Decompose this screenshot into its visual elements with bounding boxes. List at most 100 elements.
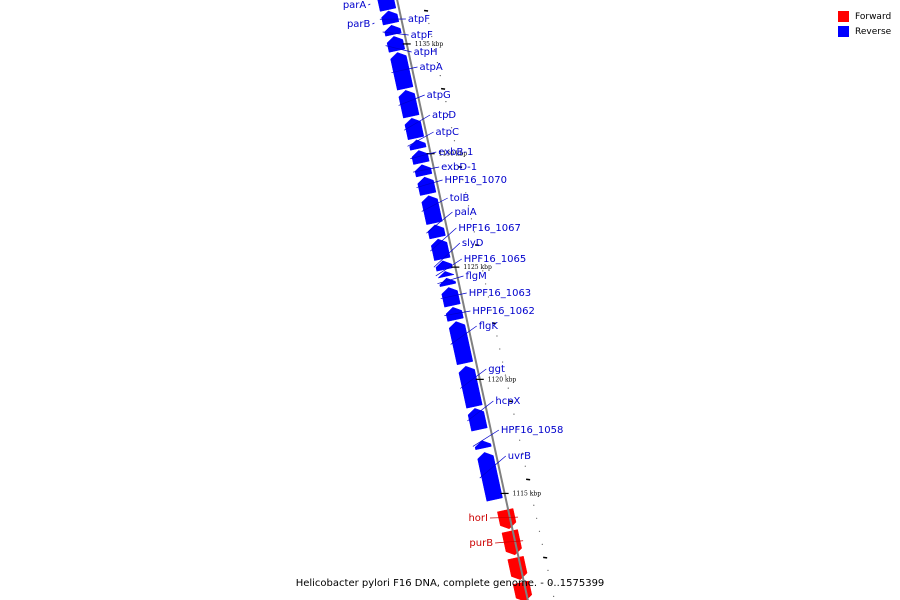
inner-tick (492, 322, 497, 325)
gene-unnamed-0[interactable] (375, 0, 397, 12)
gene-slyD[interactable] (435, 260, 453, 272)
gene-atpF[interactable] (384, 24, 402, 37)
inner-dot (445, 101, 447, 103)
gene-label-leader (416, 179, 443, 188)
gene-layer (375, 0, 533, 600)
gene-atpG[interactable] (398, 90, 420, 119)
gene-label[interactable]: atpG (427, 90, 451, 101)
gene-label-leader (410, 151, 437, 160)
gene-label[interactable]: HPF16_1065 (464, 254, 526, 265)
inner-tick (475, 244, 480, 247)
gene-label-leader (385, 45, 412, 53)
gene-unnamed-26[interactable] (507, 555, 528, 580)
inner-dot (450, 127, 453, 129)
gene-label-leader (372, 22, 375, 25)
inner-dot (504, 374, 507, 376)
gene-tolB[interactable] (421, 195, 443, 225)
inner-dot (436, 61, 439, 64)
inner-tick (423, 9, 429, 12)
inner-dot (487, 296, 490, 298)
tick-layer: 1135 kbp 1130 kbp 1125 kbp 1120 kbp 1115 kbp (402, 41, 541, 497)
gene-label[interactable]: atpA (419, 62, 442, 73)
gene-label[interactable]: flgM (465, 271, 486, 282)
inner-dot (485, 283, 487, 285)
gene-label-leader (391, 66, 418, 73)
gene-label-leader (433, 242, 461, 268)
inner-dot (439, 75, 441, 77)
inner-dot (547, 569, 549, 571)
inner-dot (496, 335, 498, 337)
gene-label[interactable]: atpC (436, 127, 459, 138)
inner-tick (440, 87, 446, 90)
gene-label[interactable]: ggt (488, 364, 505, 375)
gene-label[interactable]: atpD (432, 110, 456, 121)
inner-tick (526, 478, 531, 481)
gene-label[interactable]: slyD (462, 238, 484, 249)
gene-horI[interactable] (497, 508, 517, 530)
gene-label[interactable]: uvrB (508, 451, 531, 462)
gene-label-leader (495, 540, 524, 544)
gene-label[interactable]: hcpX (495, 396, 520, 407)
gene-label-leader (435, 258, 462, 277)
inner-dot (533, 504, 535, 506)
gene-palA[interactable] (427, 224, 446, 240)
inner-dot (553, 595, 555, 598)
gene-label-leader (467, 400, 494, 422)
gene-atpC[interactable] (409, 139, 427, 151)
axis-tick-label: 1120 kbp (488, 376, 517, 383)
label-layer: atpF atpF atpH atpA atpG atpD atpC exbB-1 exbD-1… (343, 0, 564, 549)
gene-label[interactable]: exbB-1 (438, 147, 473, 158)
gene-hcpX[interactable] (467, 408, 488, 432)
inner-dot (473, 231, 475, 233)
inner-dot (538, 530, 541, 532)
gene-label[interactable]: purB (469, 538, 493, 549)
gene-label[interactable]: parA (343, 0, 367, 11)
axis-tick-label: 1135 kbp (415, 41, 444, 48)
inner-dot (516, 426, 518, 428)
gene-label[interactable]: atpF (411, 30, 433, 41)
gene-label[interactable]: HPF16_1062 (472, 306, 534, 317)
gene-flgM[interactable] (439, 277, 457, 287)
gene-label[interactable]: flgK (479, 321, 499, 332)
gene-label[interactable]: HPF16_1070 (445, 175, 507, 186)
gene-label[interactable]: atpF (408, 14, 430, 25)
gene-atpF[interactable] (381, 10, 400, 26)
inner-dot (462, 179, 464, 181)
inner-tick (509, 400, 514, 403)
gene-exbB-1[interactable] (411, 150, 430, 165)
inner-dot (431, 35, 433, 38)
gene-uvrB[interactable] (477, 452, 503, 502)
gene-HPF16_1063[interactable] (441, 287, 461, 308)
gene-exbD-1[interactable] (414, 164, 433, 178)
inner-dot (530, 491, 532, 493)
gene-HPF16_1070[interactable] (417, 176, 437, 196)
axis-tick-label: 1130 kbp (439, 151, 468, 158)
gene-ggt[interactable] (458, 365, 483, 409)
gene-label[interactable]: exbD-1 (441, 162, 477, 173)
inner-dot (479, 257, 481, 259)
gene-label-leader (489, 516, 518, 519)
gene-label[interactable]: HPF16_1058 (501, 425, 563, 436)
gene-label[interactable]: parB (347, 19, 371, 30)
inner-dot (448, 114, 450, 116)
gene-HPF16_1065[interactable] (437, 271, 455, 279)
gene-label[interactable]: tolB (450, 193, 470, 204)
gene-atpD[interactable] (404, 117, 425, 141)
inner-dot (521, 452, 524, 454)
gene-atpH[interactable] (386, 36, 406, 53)
inner-dot (467, 205, 470, 207)
inner-dot (536, 517, 538, 519)
gene-HPF16_1058[interactable] (474, 440, 492, 451)
gene-HPF16_1062[interactable] (445, 307, 464, 322)
gene-label-leader (444, 310, 471, 316)
inner-tick (458, 166, 463, 168)
gene-label[interactable]: palA (454, 207, 476, 218)
gene-label[interactable]: HPF16_1063 (469, 288, 531, 299)
inner-dot (465, 192, 467, 194)
gene-label[interactable]: atpH (414, 47, 438, 58)
gene-label[interactable]: HPF16_1067 (458, 223, 520, 234)
gene-label[interactable]: horI (468, 513, 488, 524)
gene-flgK[interactable] (448, 321, 474, 366)
gene-atpA[interactable] (390, 52, 414, 91)
